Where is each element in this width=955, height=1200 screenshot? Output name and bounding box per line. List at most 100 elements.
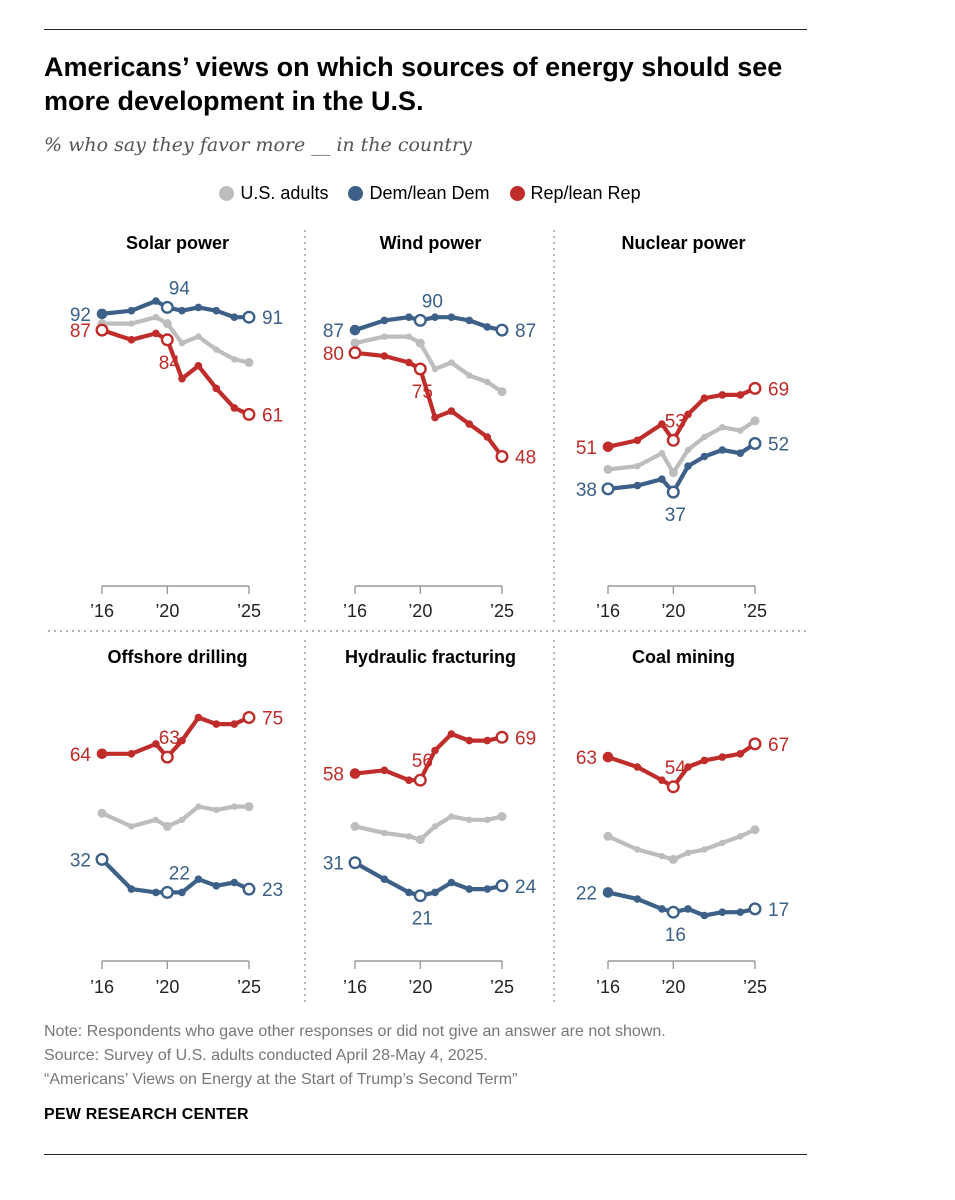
data-point-us_adults-offshore-drilling — [162, 821, 172, 831]
x-tick-label-solar-power: ’25 — [237, 601, 261, 621]
data-point-rep-hydraulic-fracturing — [431, 746, 439, 755]
data-point-dem-coal-mining — [736, 908, 745, 916]
x-tick-label-hydraulic-fracturing: ’16 — [343, 977, 367, 997]
data-point-us_adults-offshore-drilling — [244, 802, 254, 812]
data-point-rep-nuclear-power — [602, 441, 614, 453]
data-point-dem-solar-power — [160, 300, 174, 314]
data-point-dem-solar-power — [242, 310, 256, 324]
data-point-us_adults-coal-mining — [701, 846, 708, 853]
data-label-dem-hydraulic-fracturing: 24 — [515, 877, 537, 898]
data-point-dem-coal-mining — [633, 895, 642, 903]
data-point-rep-solar-power — [194, 362, 203, 370]
data-label-rep-hydraulic-fracturing: 69 — [515, 728, 536, 749]
x-tick-label-offshore-drilling: ’16 — [90, 977, 114, 997]
data-label-rep-coal-mining: 54 — [665, 758, 687, 779]
footer-note: Note: Respondents who gave other respons… — [44, 1023, 666, 1040]
legend-label-rep: Rep/lean Rep — [530, 183, 641, 203]
data-label-dem-offshore-drilling: 32 — [70, 850, 91, 871]
bottom-rule — [44, 1154, 807, 1155]
data-point-us_adults-coal-mining — [634, 846, 641, 853]
data-label-dem-solar-power: 91 — [262, 308, 283, 329]
data-point-us_adults-nuclear-power — [737, 427, 744, 434]
series-line-dem-hydraulic-fracturing — [352, 860, 505, 898]
x-tick-label-offshore-drilling: ’20 — [155, 977, 179, 997]
data-label-rep-solar-power: 87 — [70, 321, 91, 342]
data-label-rep-hydraulic-fracturing: 56 — [412, 751, 433, 772]
data-point-dem-solar-power — [230, 313, 239, 322]
data-point-us_adults-coal-mining — [603, 831, 613, 841]
data-point-us_adults-offshore-drilling — [152, 816, 160, 823]
data-label-rep-wind-power: 80 — [323, 344, 344, 365]
panel-title-offshore-drilling: Offshore drilling — [107, 647, 247, 667]
series-line-us_adults-coal-mining — [605, 827, 758, 862]
data-point-us_adults-hydraulic-fracturing — [350, 821, 360, 831]
data-label-rep-nuclear-power: 53 — [665, 411, 686, 432]
data-point-us_adults-offshore-drilling — [128, 823, 135, 830]
data-label-rep-coal-mining: 67 — [768, 735, 789, 756]
data-point-rep-wind-power — [405, 358, 413, 367]
data-point-dem-wind-power — [349, 324, 361, 336]
data-point-us_adults-coal-mining — [668, 854, 678, 864]
data-point-rep-solar-power — [242, 407, 256, 421]
data-point-dem-coal-mining — [700, 911, 709, 920]
data-point-us_adults-hydraulic-fracturing — [448, 813, 455, 820]
data-point-us_adults-solar-power — [231, 356, 238, 363]
data-point-dem-solar-power — [127, 306, 136, 315]
footer: Note: Respondents who gave other respons… — [44, 1020, 666, 1092]
data-point-dem-offshore-drilling — [152, 888, 160, 897]
data-point-dem-wind-power — [465, 316, 474, 325]
data-point-dem-nuclear-power — [700, 452, 709, 461]
data-point-rep-coal-mining — [718, 753, 727, 761]
data-label-dem-offshore-drilling: 22 — [169, 863, 190, 884]
data-point-dem-solar-power — [178, 306, 186, 315]
data-point-rep-wind-power — [380, 352, 389, 360]
data-point-us_adults-nuclear-power — [603, 464, 613, 474]
data-point-rep-nuclear-power — [748, 381, 762, 395]
data-point-rep-solar-power — [160, 333, 174, 347]
data-point-rep-nuclear-power — [658, 420, 666, 428]
data-point-us_adults-offshore-drilling — [213, 806, 220, 814]
data-label-dem-wind-power: 87 — [323, 321, 344, 342]
data-point-rep-solar-power — [178, 374, 186, 383]
data-point-us_adults-wind-power — [448, 359, 455, 366]
x-tick-label-offshore-drilling: ’25 — [237, 977, 261, 997]
top-rule — [44, 29, 807, 30]
data-point-us_adults-wind-power — [497, 387, 507, 397]
data-label-dem-coal-mining: 22 — [576, 883, 597, 904]
data-point-rep-nuclear-power — [700, 394, 709, 403]
data-point-rep-coal-mining — [748, 737, 762, 751]
data-point-us_adults-coal-mining — [719, 839, 726, 847]
legend-item-rep: Rep/lean Rep — [509, 183, 641, 204]
data-point-dem-nuclear-power — [601, 482, 615, 496]
data-point-rep-coal-mining — [736, 750, 745, 758]
data-point-us_adults-nuclear-power — [719, 424, 726, 431]
data-point-rep-wind-power — [431, 413, 439, 422]
series-line-rep-wind-power — [352, 350, 505, 459]
data-label-rep-offshore-drilling: 64 — [70, 745, 92, 766]
data-point-rep-solar-power — [152, 329, 160, 338]
small-multiples-chart: Solar power ’16 ’20 ’25 92 94 91 87 84 61 Wind pow… — [48, 230, 807, 1003]
data-point-us_adults-coal-mining — [658, 852, 666, 860]
data-point-us_adults-nuclear-power — [701, 433, 708, 441]
data-point-dem-nuclear-power — [736, 449, 745, 458]
data-point-dem-solar-power — [212, 306, 221, 315]
data-point-rep-nuclear-power — [736, 391, 745, 399]
data-point-dem-nuclear-power — [748, 437, 762, 451]
data-point-rep-offshore-drilling — [127, 750, 136, 758]
chart-subtitle: % who say they favor more __ in the coun… — [44, 134, 472, 156]
data-point-dem-nuclear-power — [666, 485, 680, 499]
data-point-us_adults-hydraulic-fracturing — [484, 816, 491, 823]
data-point-us_adults-wind-power — [431, 365, 439, 373]
data-point-rep-hydraulic-fracturing — [413, 773, 427, 787]
data-point-us_adults-solar-power — [195, 333, 202, 340]
data-point-us_adults-offshore-drilling — [178, 816, 186, 823]
data-point-rep-hydraulic-fracturing — [447, 730, 456, 738]
data-point-us_adults-nuclear-power — [684, 446, 692, 454]
data-point-us_adults-coal-mining — [750, 825, 760, 835]
data-point-rep-hydraulic-fracturing — [349, 768, 361, 779]
data-point-dem-wind-power — [405, 313, 413, 322]
data-point-us_adults-solar-power — [213, 346, 220, 353]
data-point-dem-wind-power — [380, 316, 389, 325]
data-point-rep-solar-power — [212, 384, 221, 393]
data-label-rep-nuclear-power: 69 — [768, 379, 789, 400]
